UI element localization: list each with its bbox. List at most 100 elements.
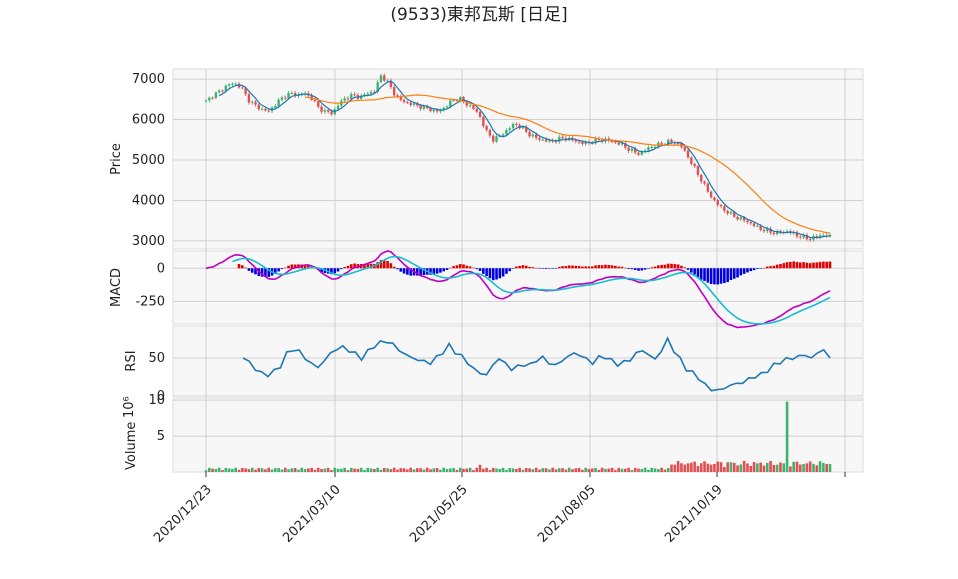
macd-histogram-bar	[406, 268, 409, 275]
macd-histogram-bar	[399, 268, 403, 272]
candle-body	[548, 140, 551, 142]
macd-histogram-bar	[478, 268, 482, 271]
volume-bar	[462, 468, 465, 472]
volume-bar	[650, 467, 654, 472]
macd-histogram-bar	[482, 268, 485, 274]
candle-body	[280, 97, 284, 100]
macd-histogram-bar	[752, 268, 756, 271]
macd-histogram-bar	[363, 263, 366, 269]
candle-body	[274, 106, 277, 108]
volume-bar	[386, 468, 389, 472]
macd-histogram-bar	[604, 264, 607, 269]
macd-histogram-bar	[554, 268, 558, 269]
macd-histogram-bar	[795, 261, 799, 269]
macd-histogram-bar	[524, 265, 528, 269]
volume-bar	[713, 463, 716, 472]
volume-bar	[472, 470, 475, 472]
candle-body	[221, 90, 224, 92]
volume-bar	[264, 469, 267, 472]
volume-bar	[313, 469, 317, 472]
volume-bar	[376, 467, 379, 472]
candle-body	[379, 75, 383, 83]
macd-histogram-bar	[402, 268, 406, 274]
candle-body	[752, 223, 756, 226]
candle-body	[785, 231, 789, 233]
macd-histogram-bar	[531, 267, 535, 269]
volume-bar	[690, 462, 693, 472]
candle-body	[224, 85, 228, 91]
candle-body	[478, 111, 482, 117]
macd-histogram-bar	[287, 265, 290, 269]
macd-histogram-bar	[237, 264, 241, 269]
macd-histogram-bar	[283, 267, 287, 269]
macd-histogram-bar	[746, 268, 749, 273]
candle-body	[667, 139, 670, 145]
volume-bar	[518, 467, 521, 472]
volume-bar	[739, 464, 743, 472]
candle-body	[336, 105, 340, 110]
volume-bar	[491, 467, 495, 472]
macd-histogram-bar	[422, 268, 426, 276]
candle-body	[399, 96, 402, 100]
candle-body	[353, 94, 356, 96]
volume-bar	[633, 467, 637, 472]
candle-body	[264, 108, 267, 111]
volume-bar	[683, 464, 687, 472]
macd-histogram-bar	[247, 268, 251, 271]
volume-bar	[369, 468, 373, 472]
macd-histogram-bar	[241, 265, 244, 269]
macd-histogram-bar	[643, 268, 647, 270]
macd-histogram-bar	[379, 260, 383, 269]
candle-body	[218, 90, 221, 93]
macd-histogram-bar	[818, 261, 822, 269]
volume-bar	[419, 468, 422, 472]
candle-body	[254, 101, 257, 105]
candle-body	[396, 95, 399, 97]
volume-bar	[732, 462, 736, 472]
volume-tick-label: 10	[148, 393, 165, 408]
volume-bar	[789, 466, 792, 472]
volume-bar	[812, 463, 815, 472]
macd-histogram-bar	[544, 268, 548, 270]
macd-histogram-bar	[815, 262, 819, 269]
volume-bar	[660, 467, 663, 472]
volume-bar	[231, 468, 234, 472]
volume-bar	[647, 469, 650, 472]
volume-bar	[643, 467, 647, 472]
macd-histogram-bar	[732, 268, 736, 279]
macd-histogram-bar	[577, 266, 581, 269]
candle-body	[488, 129, 492, 136]
ma-long-line	[304, 94, 831, 234]
candle-body	[313, 99, 317, 102]
volume-panel-bg	[172, 397, 864, 473]
candle-body	[359, 95, 363, 99]
volume-bar	[323, 468, 327, 472]
macd-histogram-bar	[498, 268, 502, 279]
candle-body	[320, 106, 323, 112]
macd-histogram-bar	[551, 268, 554, 269]
macd-histogram-bar	[630, 268, 634, 270]
volume-bar	[666, 468, 670, 472]
candle-body	[485, 126, 488, 130]
candle-body	[828, 234, 832, 237]
volume-bar	[571, 469, 574, 472]
volume-bar	[610, 467, 614, 472]
macd-histogram-bar	[343, 267, 346, 269]
volume-bar	[574, 468, 578, 472]
volume-bar	[270, 469, 274, 472]
candle-body	[815, 236, 818, 238]
volume-bar	[310, 467, 313, 472]
volume-bar	[227, 468, 231, 472]
volume-bar	[478, 464, 482, 472]
volume-bar	[307, 468, 310, 472]
volume-bar	[349, 467, 353, 472]
rsi-tick-label: 50	[148, 351, 165, 366]
volume-bar	[624, 468, 627, 472]
macd-histogram-bar	[808, 263, 812, 269]
x-tick-label: 2021/05/25	[407, 482, 471, 546]
volume-bar	[808, 461, 812, 472]
volume-bar	[742, 460, 746, 472]
macd-histogram-bar	[508, 268, 512, 272]
volume-bar	[363, 469, 366, 472]
